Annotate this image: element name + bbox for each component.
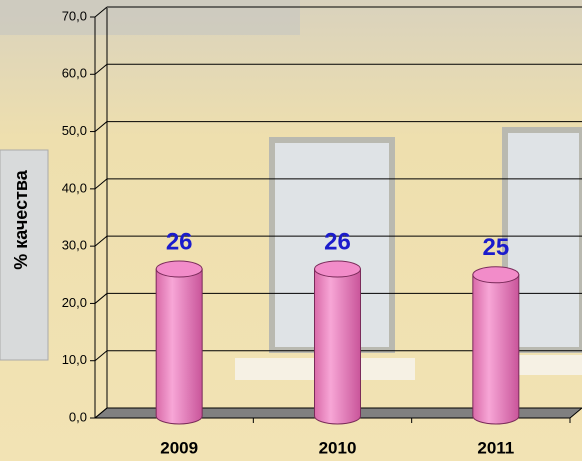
y-tick-label: 10,0 (62, 352, 87, 367)
grid-line (94, 407, 108, 419)
y-tick-label: 30,0 (62, 238, 87, 253)
bar-body (472, 274, 520, 425)
value-label: 26 (324, 228, 351, 255)
y-tick-label: 20,0 (62, 295, 87, 310)
y-tick-label: 60,0 (62, 66, 87, 81)
x-tick-label: 2010 (319, 438, 357, 457)
y-tick-label: 70,0 (62, 8, 87, 23)
grid-line (94, 63, 108, 75)
grid-line (94, 293, 108, 304)
y-tick-label: 40,0 (62, 180, 87, 195)
bar-body (155, 268, 203, 425)
y-axis-label: % качества (11, 169, 31, 269)
bar (155, 260, 203, 425)
grid-line (94, 6, 108, 18)
grid-line (94, 350, 108, 362)
x-tick-label: 2011 (477, 438, 514, 457)
bar (472, 266, 520, 425)
y-tick-label: 0,0 (69, 409, 87, 424)
grid-line (94, 178, 108, 190)
bar-body (314, 268, 361, 425)
y-tick-label: 50,0 (62, 123, 87, 138)
grid-line (94, 121, 108, 132)
bar-top (155, 260, 203, 278)
grid-line (94, 235, 108, 247)
bar (314, 260, 361, 425)
x-tick-label: 2009 (160, 438, 198, 457)
bar-top (472, 266, 520, 284)
bar-top (314, 260, 361, 278)
value-label: 25 (482, 234, 509, 261)
value-label: 26 (166, 228, 193, 255)
